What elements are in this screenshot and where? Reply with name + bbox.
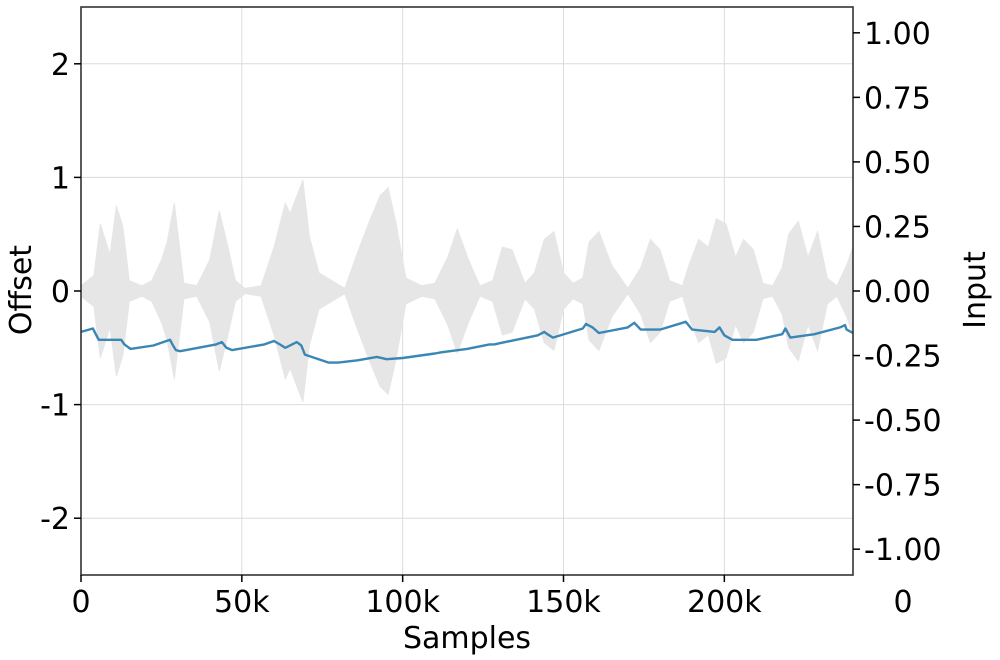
y2-tick-label: 1.00: [864, 17, 931, 52]
y2-tick-label: -0.25: [864, 340, 942, 375]
input-envelope: [80, 179, 854, 403]
x-tick-label: 150k: [526, 585, 601, 620]
x-tick-label: 100k: [365, 585, 440, 620]
y2-tick-label: 0.00: [864, 275, 931, 310]
offset-line: [80, 320, 854, 364]
y-tick-label: 0: [51, 275, 70, 310]
y-axis-label: Offset: [4, 245, 39, 335]
y2-tick-label: -1.00: [864, 533, 942, 568]
offset-series: [80, 320, 854, 364]
y2-axis-label: Input: [958, 251, 993, 329]
y2-tick-label: 0.75: [864, 81, 931, 116]
y-tick-label: 2: [51, 48, 70, 83]
y2-tick-label: -0.75: [864, 469, 942, 504]
y-tick-label: -1: [40, 389, 70, 424]
y-axis-right: 1.00 0.75 0.50 0.25 0.00 -0.25 -0.50 -0.75 -1.00: [853, 17, 942, 568]
y2-tick-label: 0.25: [864, 210, 931, 245]
y-axis-left: 2 1 0 -1 -2: [40, 48, 81, 537]
y-tick-label: 1: [51, 161, 70, 196]
x-tick-label-extra: 0: [893, 585, 912, 620]
x-tick-label: 0: [71, 585, 90, 620]
x-axis-label: Samples: [403, 621, 531, 656]
input-series: [80, 179, 854, 403]
y-tick-label: -2: [40, 502, 70, 537]
y2-tick-label: -0.50: [864, 404, 942, 439]
y2-tick-label: 0.50: [864, 146, 931, 181]
x-tick-label: 50k: [214, 585, 270, 620]
x-axis: 0 50k 100k 150k 200k 0: [71, 575, 913, 620]
x-tick-label: 200k: [687, 585, 762, 620]
